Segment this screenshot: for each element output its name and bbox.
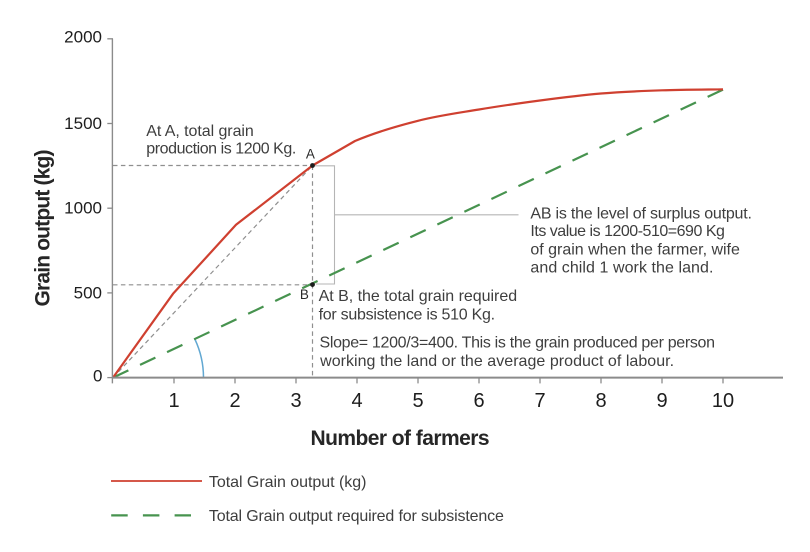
svg-text:2000: 2000 [64, 27, 102, 46]
svg-text:Grain output (kg): Grain output (kg) [32, 150, 55, 307]
svg-text:for subsistence is 510 Kg.: for subsistence is 510 Kg. [319, 306, 496, 323]
svg-text:A: A [306, 147, 315, 162]
svg-text:working the land or the averag: working the land or the average product … [319, 353, 674, 370]
svg-text:At B, the total grain required: At B, the total grain required [319, 288, 517, 305]
svg-text:B: B [300, 287, 309, 302]
svg-text:4: 4 [351, 390, 362, 412]
svg-text:1000: 1000 [64, 199, 102, 218]
svg-text:1: 1 [168, 390, 179, 412]
svg-text:7: 7 [534, 390, 545, 412]
svg-text:Number of farmers: Number of farmers [311, 427, 490, 450]
svg-text:AB is the level of surplus out: AB is the level of surplus output. [530, 205, 752, 222]
svg-text:of grain when the farmer, wife: of grain when the farmer, wife [530, 241, 740, 258]
svg-text:1500: 1500 [64, 114, 102, 133]
svg-text:8: 8 [595, 390, 606, 412]
svg-text:Total Grain output (kg): Total Grain output (kg) [209, 474, 367, 491]
svg-text:and child 1 work the land.: and child 1 work the land. [530, 259, 713, 276]
svg-text:10: 10 [712, 390, 734, 412]
svg-text:500: 500 [74, 283, 102, 302]
svg-text:Slope= 1200/3=400. This is the: Slope= 1200/3=400. This is the grain pro… [320, 334, 716, 351]
svg-text:2: 2 [229, 390, 240, 412]
svg-text:production is 1200 Kg.: production is 1200 Kg. [146, 141, 296, 158]
svg-text:0: 0 [93, 366, 102, 385]
svg-text:5: 5 [412, 390, 423, 412]
svg-text:At A, total grain: At A, total grain [146, 123, 254, 140]
svg-text:9: 9 [656, 390, 667, 412]
svg-text:Its value is 1200-510=690 Kg: Its value is 1200-510=690 Kg [530, 223, 725, 240]
svg-text:Total Grain output required fo: Total Grain output required for subsiste… [209, 508, 504, 525]
svg-text:3: 3 [290, 390, 301, 412]
svg-text:6: 6 [473, 390, 484, 412]
